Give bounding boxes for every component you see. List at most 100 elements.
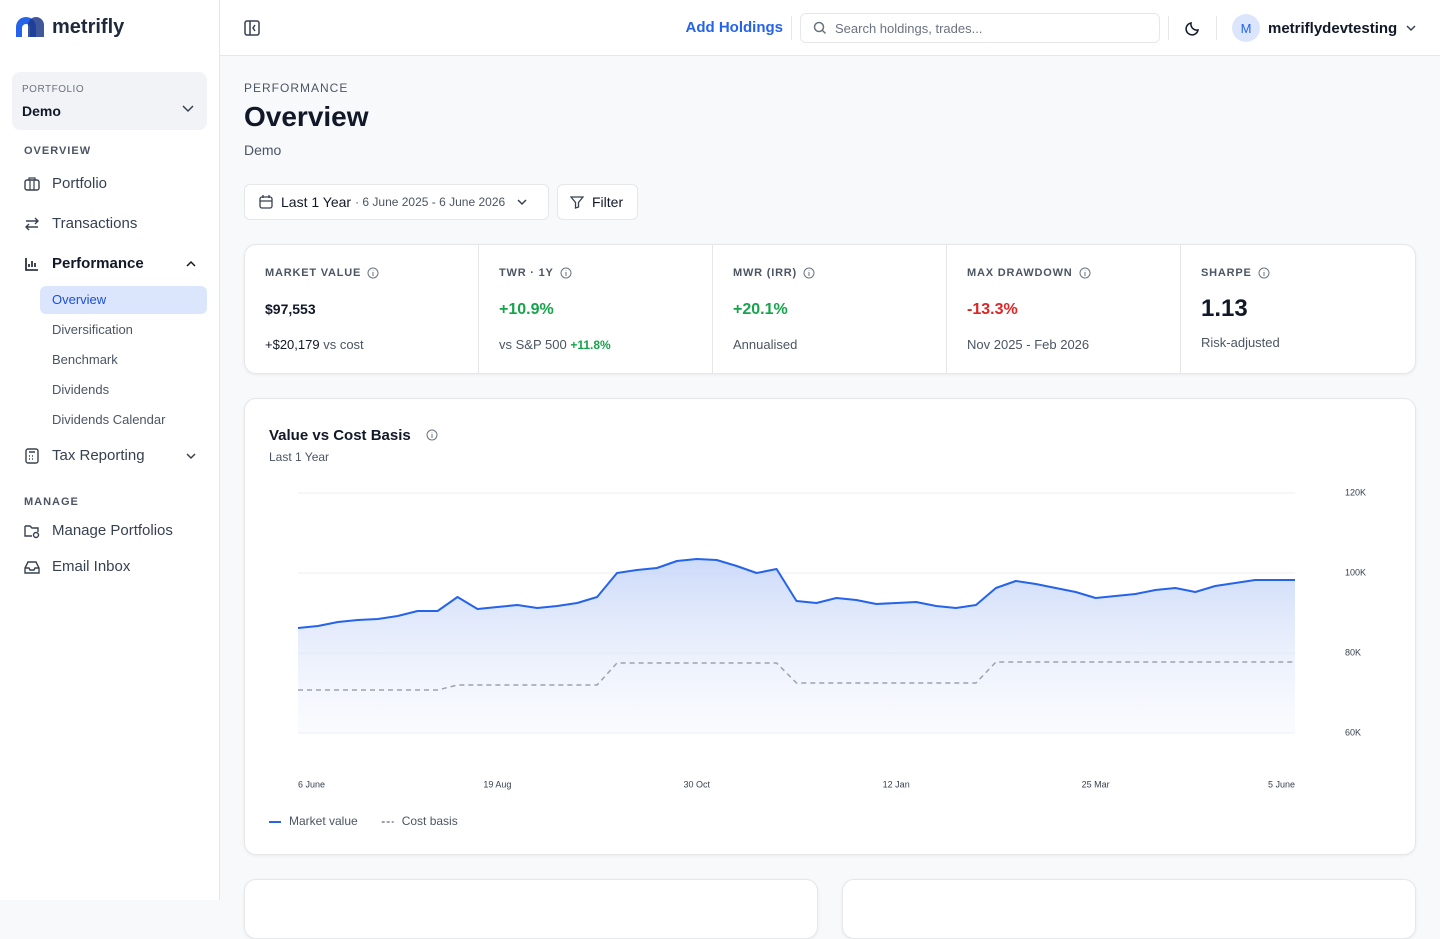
- add-holdings[interactable]: Add Holdings: [685, 19, 784, 36]
- chevron: [186, 452, 196, 459]
- nav-item[interactable]: Portfolio: [24, 175, 107, 192]
- nav-item[interactable]: Manage Portfolios: [24, 522, 173, 539]
- kpi-note: vs cost: [323, 337, 364, 352]
- nav-label: Transactions: [52, 215, 138, 232]
- info-icon[interactable]: [1079, 267, 1091, 279]
- icon: [25, 217, 39, 230]
- logo-icon: [16, 16, 44, 37]
- info-icon[interactable]: [803, 267, 815, 279]
- card: [244, 879, 818, 939]
- filter-button[interactable]: Filter: [557, 184, 638, 220]
- avatar[interactable]: M: [1232, 14, 1260, 42]
- line: [297, 558, 1295, 629]
- collapse-button[interactable]: [244, 20, 260, 36]
- page-title: Overview: [244, 101, 369, 132]
- kpi-value: 1.13: [1201, 295, 1248, 322]
- x-tick-label: 12 Jan: [883, 779, 910, 789]
- info-icon[interactable]: [1258, 267, 1270, 279]
- subnav-item[interactable]: Diversification: [52, 322, 133, 337]
- y-tick-label: 80K: [1345, 647, 1361, 657]
- range-label: Last 1 Year: [281, 194, 352, 210]
- kpi-row: MARKET VALUE $97,553 +$20,179 vs cost TW…: [244, 244, 1416, 374]
- legend-label: Cost basis: [402, 814, 458, 828]
- kpi-value: +20.1%: [733, 301, 788, 318]
- chevron: [182, 105, 194, 113]
- icon: [25, 257, 38, 271]
- y-tick-label: 120K: [1345, 487, 1366, 497]
- info-icon[interactable]: [367, 267, 379, 279]
- info-icon[interactable]: [426, 429, 438, 441]
- nav-item[interactable]: Performance: [24, 255, 196, 272]
- divider: [791, 16, 792, 40]
- icon: [24, 176, 40, 191]
- kpi-card: TWR · 1Y +10.9% vs S&P 500 +11.8%: [479, 245, 713, 373]
- icon: [25, 447, 39, 464]
- kpi-highlight: +$20,179: [265, 337, 320, 352]
- kpi-card: MAX DRAWDOWN -13.3% Nov 2025 - Feb 2026: [947, 245, 1181, 373]
- chevron: [517, 199, 527, 206]
- logo[interactable]: metrifly: [16, 16, 124, 39]
- subnav-item[interactable]: Dividends: [52, 382, 110, 397]
- line: [298, 661, 1295, 691]
- range-dates: · 6 June 2025 - 6 June 2026: [355, 195, 506, 209]
- legend-label: Market value: [289, 814, 358, 828]
- chart: Value vs Cost Basis Last 1 Year 60K 80K 10…: [269, 427, 1366, 828]
- topbar: Add Holdings Search holdings, trades... …: [220, 0, 1440, 56]
- chevron: [1406, 25, 1416, 32]
- icon: [24, 524, 40, 538]
- nav-label: Portfolio: [52, 175, 108, 192]
- divider: [1168, 16, 1169, 40]
- nav-label: Manage Portfolios: [52, 522, 173, 539]
- icon: [24, 560, 40, 574]
- divider: [1216, 16, 1217, 40]
- portfolio-name: Demo: [22, 103, 61, 119]
- info-icon[interactable]: [560, 267, 572, 279]
- kpi-label: SHARPE: [1201, 267, 1252, 279]
- nav-item[interactable]: Email Inbox: [24, 558, 130, 575]
- subnav-item[interactable]: Overview: [52, 292, 107, 307]
- page-subtitle: Demo: [244, 142, 282, 158]
- filter-icon: [570, 196, 584, 209]
- section-heading: MANAGE: [24, 496, 79, 508]
- nav-label: Tax Reporting: [52, 447, 145, 464]
- kpi-value: +10.9%: [499, 301, 554, 318]
- active-highlight: [40, 286, 207, 314]
- search-placeholder: Search holdings, trades...: [835, 20, 983, 36]
- kpi-card: SHARPE 1.13 Risk-adjusted: [1181, 245, 1415, 373]
- nav-item[interactable]: Transactions: [24, 215, 137, 232]
- kpi-highlight: +11.8%: [570, 338, 611, 352]
- subnav-item[interactable]: Dividends Calendar: [52, 412, 166, 427]
- portfolio-select[interactable]: PORTFOLIO Demo: [12, 72, 207, 130]
- x-tick-label: 30 Oct: [684, 779, 711, 789]
- card: [842, 879, 1416, 939]
- chart-subtitle: Last 1 Year: [269, 450, 329, 464]
- username[interactable]: metriflydevtesting: [1268, 20, 1398, 37]
- theme-toggle[interactable]: [1185, 20, 1201, 36]
- subnav-item[interactable]: Benchmark: [52, 352, 118, 367]
- nav-label: Email Inbox: [52, 558, 131, 575]
- x-tick-label: 25 Mar: [1082, 779, 1110, 789]
- calendar-icon: [259, 195, 273, 209]
- y-tick-label: 60K: [1345, 727, 1361, 737]
- x-tick-label: 5 June: [1268, 779, 1295, 789]
- portfolio-label: PORTFOLIO: [22, 84, 85, 95]
- y-tick-label: 100K: [1345, 567, 1366, 577]
- chart-title: Value vs Cost Basis: [269, 427, 411, 444]
- chevron: [186, 260, 196, 267]
- area: [298, 559, 1295, 733]
- kpi-card: MARKET VALUE $97,553 +$20,179 vs cost: [245, 245, 479, 373]
- eyebrow: PERFORMANCE: [244, 81, 349, 95]
- nav-item[interactable]: Tax Reporting: [24, 447, 196, 464]
- chart-card: Value vs Cost Basis Last 1 Year 60K 80K 10…: [244, 398, 1416, 855]
- kpi-note: Risk-adjusted: [1201, 335, 1280, 350]
- date-range[interactable]: Last 1 Year · 6 June 2025 - 6 June 2026: [244, 184, 549, 220]
- search[interactable]: Search holdings, trades...: [800, 13, 1160, 43]
- brand: metrifly: [52, 16, 125, 38]
- kpi-label: TWR · 1Y: [499, 267, 554, 279]
- x-tick-label: 19 Aug: [483, 779, 511, 789]
- sidebar: metrifly PORTFOLIO Demo OVERVIEW Portfol…: [0, 0, 220, 900]
- kpi-value: -13.3%: [967, 301, 1018, 318]
- kpi-note: vs S&P 500: [499, 337, 567, 352]
- filter-label: Filter: [592, 194, 624, 210]
